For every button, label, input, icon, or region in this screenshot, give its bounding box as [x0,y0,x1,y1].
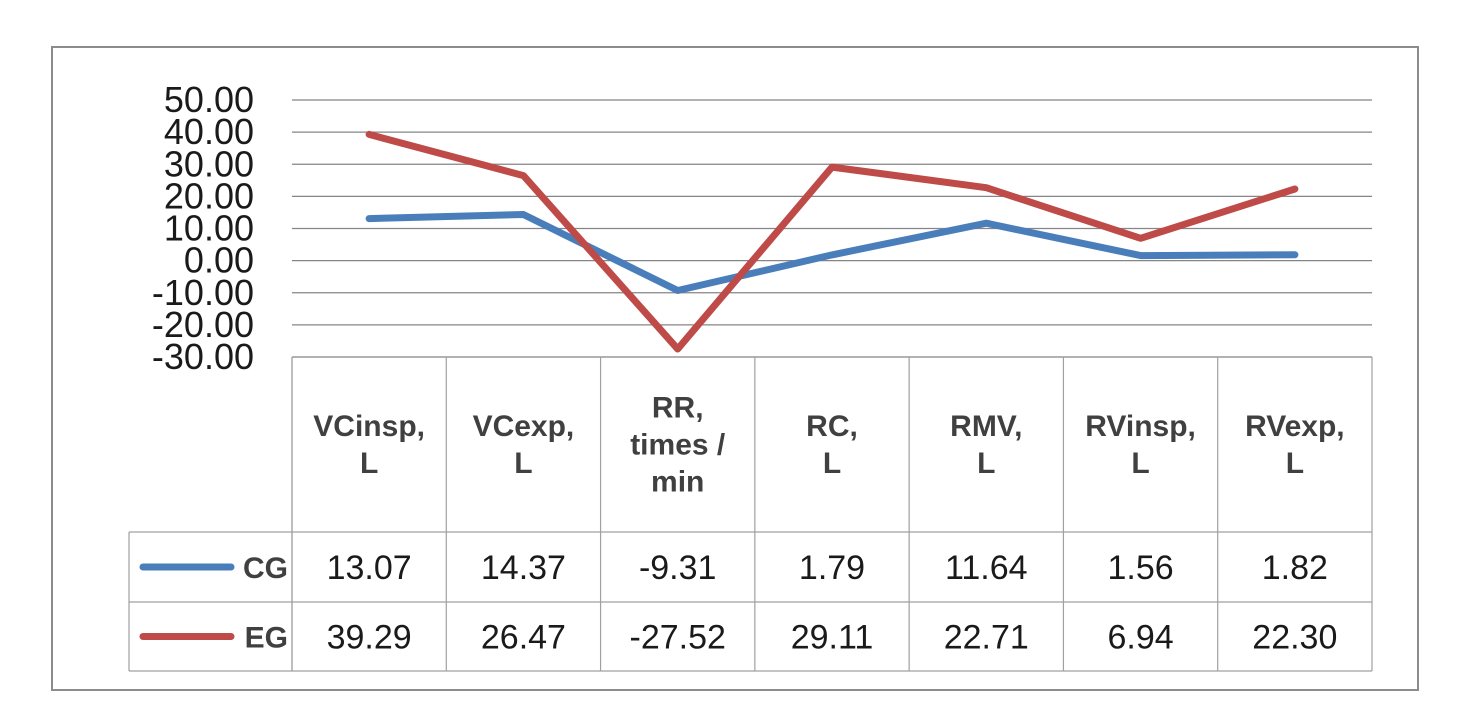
series-line-eg [365,130,1299,353]
y-tick-label: 50.00 [164,79,254,120]
data-label: 13.07 [327,549,412,587]
data-label: 22.71 [944,619,1029,657]
category-label: RVexp, [1245,410,1345,443]
category-label: RC, [806,410,858,443]
legend-label-eg: EG [245,622,288,655]
category-label: L [1131,447,1149,480]
data-label: 1.82 [1262,549,1328,587]
category-label: RVinsp, [1085,410,1196,443]
category-label: L [1286,447,1304,480]
line-chart: 50.0040.0030.0020.0010.000.00-10.00-20.0… [128,79,1373,672]
series-line-cg [365,211,1299,294]
data-label: 22.30 [1252,619,1337,657]
y-tick-label: 0.00 [184,240,254,281]
category-label: RMV, [950,410,1022,443]
gridlines [292,99,1372,358]
data-label: 14.37 [481,549,566,587]
data-label: 39.29 [327,619,412,657]
category-label: min [651,466,704,499]
data-label: -9.31 [639,549,717,587]
data-label: 26.47 [481,619,566,657]
y-tick-label: 30.00 [164,143,254,184]
category-label: L [514,447,532,480]
y-tick-label: 10.00 [164,208,254,249]
y-tick-label: -10.00 [152,272,254,313]
y-tick-label: 20.00 [164,175,254,216]
category-label: L [823,447,841,480]
data-label: 29.11 [791,619,874,657]
data-table: VCinsp, L VCexp, L RR, times / min RC, L RMV, L RVi… [128,357,1373,672]
category-label: L [360,447,378,480]
category-label: times / [630,429,726,462]
category-label: RR, [652,392,704,425]
data-label: 1.79 [799,549,865,587]
chart-frame: 50.00 40.00 30.00 20.00 10.00 0.00 -10.00 -20.0… [51,46,1419,691]
y-axis-ticks: 50.0040.0030.0020.0010.000.00-10.00-20.0… [152,79,254,377]
category-label: VCexp, [473,410,575,443]
legend-label-cg: CG [243,552,288,585]
series-lines [365,130,1299,353]
category-label: L [977,447,995,480]
data-label: -27.52 [630,619,726,657]
data-label: 11.64 [945,549,1028,587]
y-tick-label: -20.00 [152,304,254,345]
y-tick-label: 40.00 [164,111,254,152]
y-tick-label: -30.00 [152,336,254,377]
data-label: 1.56 [1107,549,1173,587]
category-label: VCinsp, [313,410,425,443]
data-label: 6.94 [1107,619,1173,657]
